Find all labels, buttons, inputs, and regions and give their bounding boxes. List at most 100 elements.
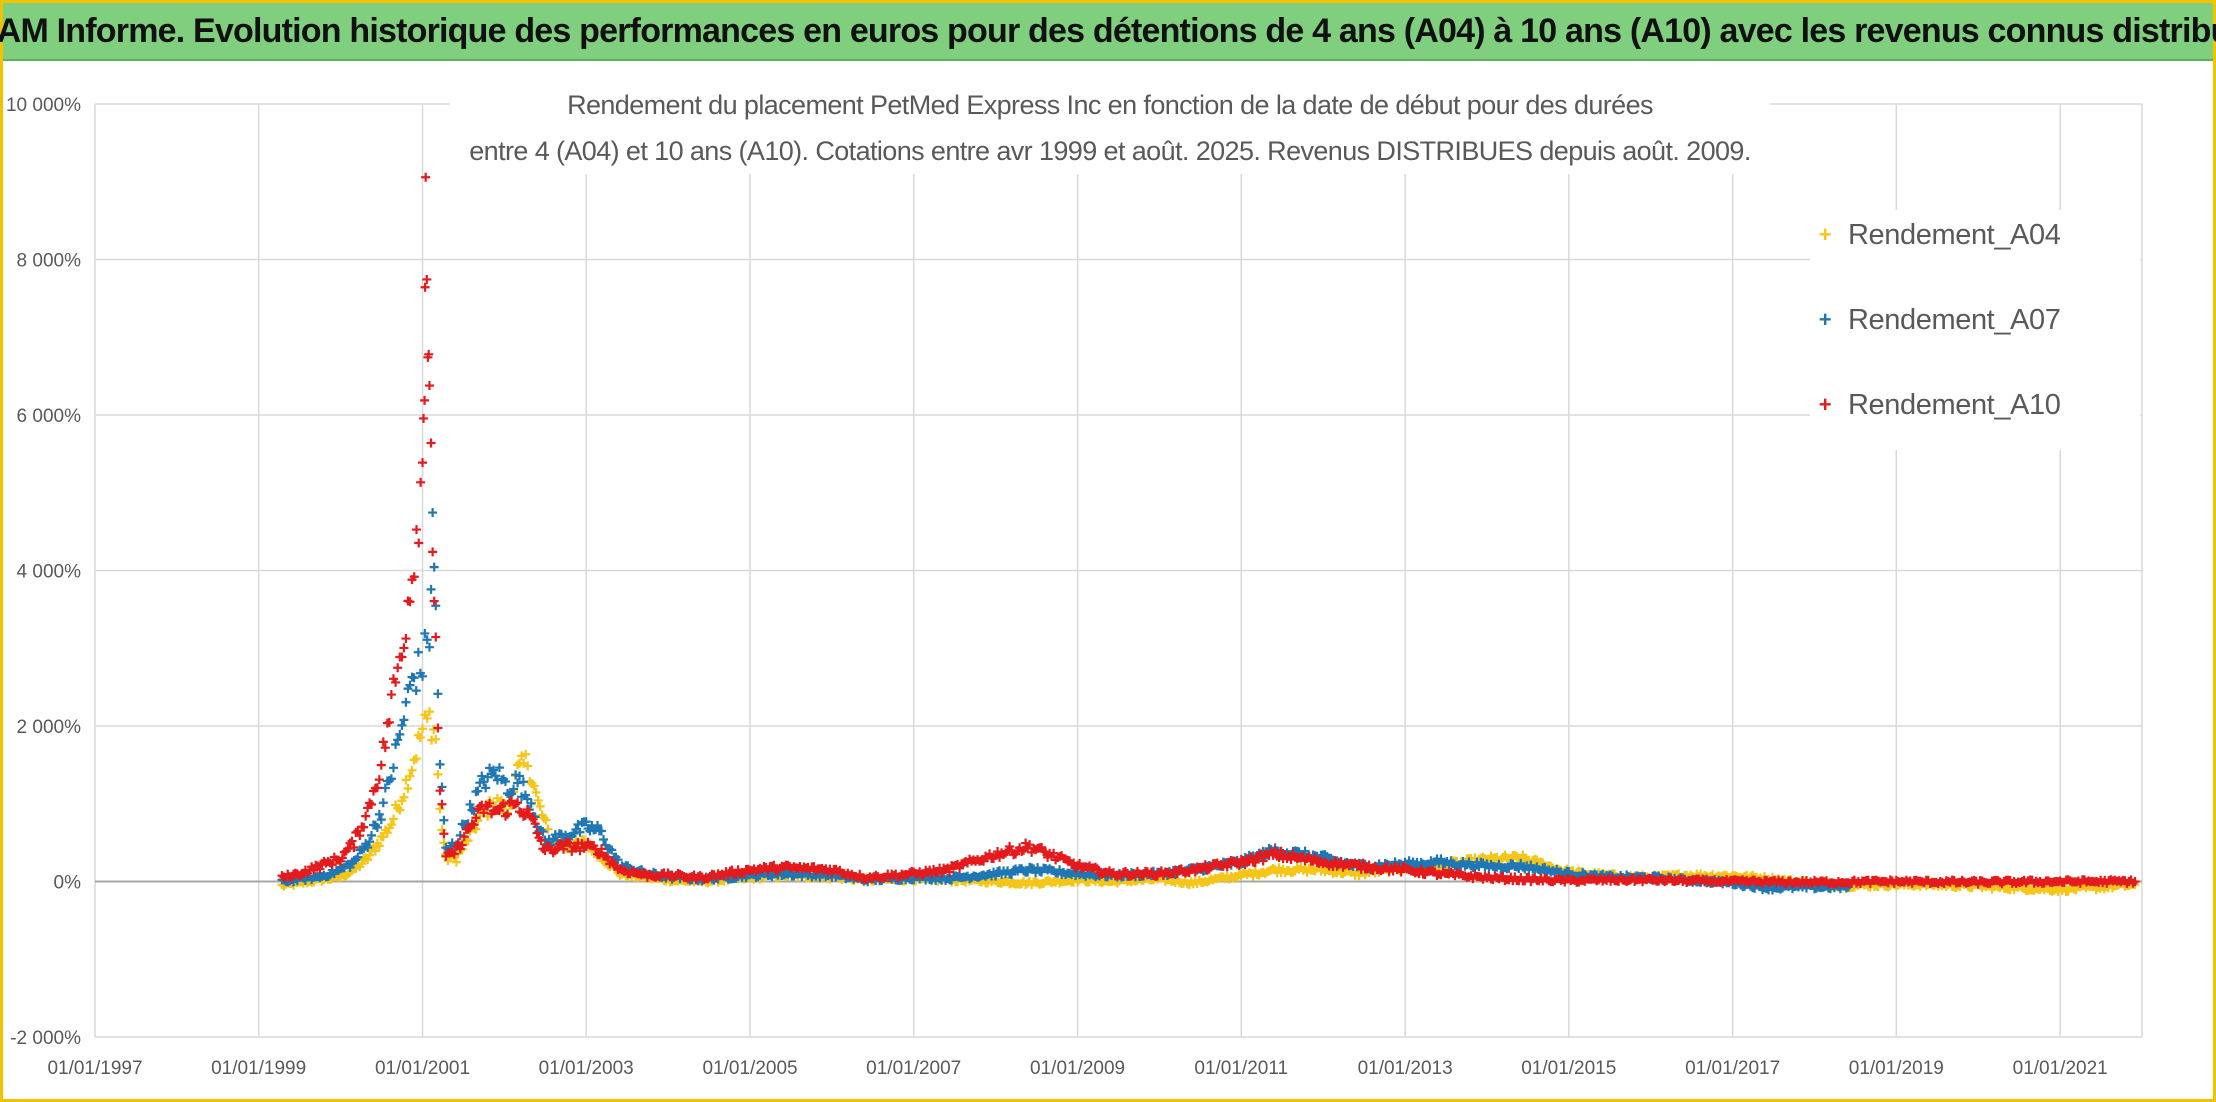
- chart-title-line-2: entre 4 (A04) et 10 ans (A10). Cotations…: [469, 136, 1751, 166]
- data-point: [405, 771, 415, 781]
- data-point: [380, 743, 390, 753]
- chart-title-line-1: Rendement du placement PetMed Express In…: [567, 90, 1653, 120]
- data-point: [403, 784, 413, 794]
- data-point: [424, 381, 434, 391]
- data-point: [521, 749, 531, 759]
- data-point: [426, 438, 436, 448]
- data-point: [420, 395, 430, 405]
- data-point: [386, 690, 396, 700]
- legend-marker-a07: +: [1818, 307, 1832, 332]
- data-point: [413, 647, 423, 657]
- y-tick-labels: -2 000% 0% 2 000% 4 000% 6 000% 8 000% 10 000%: [6, 95, 81, 1049]
- data-point: [428, 547, 438, 557]
- legend-item-a04: + Rendement_A04: [1810, 210, 2061, 260]
- x-tick-label: 01/01/2021: [2013, 1058, 2108, 1079]
- data-point: [384, 717, 394, 727]
- data-point: [378, 737, 388, 747]
- legend-item-a10: + Rendement_A10: [1810, 380, 2061, 430]
- data-point: [502, 809, 512, 819]
- data-point: [513, 778, 523, 788]
- data-point: [479, 777, 489, 787]
- data-point: [1093, 864, 1102, 874]
- data-point: [309, 866, 319, 876]
- x-tick-label: 01/01/2009: [1030, 1058, 1125, 1079]
- data-point: [415, 733, 425, 743]
- data-point: [416, 477, 426, 487]
- data-point: [421, 172, 431, 182]
- data-point: [386, 820, 396, 830]
- data-point: [494, 806, 504, 816]
- y-tick-label: 6 000%: [17, 406, 82, 427]
- data-point: [418, 458, 428, 468]
- data-point: [431, 601, 441, 611]
- data-point: [405, 680, 415, 690]
- data-point: [945, 867, 955, 877]
- legend-marker-a04: +: [1818, 222, 1832, 247]
- data-point: [374, 809, 384, 819]
- data-point: [365, 798, 375, 808]
- data-point: [433, 723, 443, 733]
- data-point: [477, 771, 487, 781]
- data-point: [363, 855, 373, 865]
- data-point: [1250, 858, 1260, 868]
- data-point: [363, 842, 373, 852]
- data-point: [599, 835, 609, 845]
- data-point: [411, 754, 421, 764]
- data-point: [428, 508, 438, 518]
- data-point: [558, 844, 568, 854]
- data-point: [535, 801, 545, 811]
- data-point: [543, 824, 553, 834]
- data-point: [424, 349, 434, 359]
- data-point: [529, 781, 539, 791]
- data-point: [355, 831, 365, 841]
- data-point: [433, 769, 443, 779]
- data-point: [439, 815, 449, 825]
- data-point: [494, 763, 504, 773]
- banner-title: ADAM Informe. Evolution historique des p…: [0, 3, 2216, 61]
- data-point: [769, 860, 779, 870]
- data-point: [420, 282, 430, 292]
- data-point: [538, 827, 548, 837]
- data-point: [419, 413, 429, 423]
- data-point: [315, 864, 325, 874]
- data-point: [596, 826, 606, 836]
- legend-marker-a10: +: [1818, 392, 1832, 417]
- data-point: [409, 572, 419, 582]
- data-point: [420, 628, 430, 638]
- data-point: [435, 804, 445, 814]
- data-point: [424, 642, 434, 652]
- x-tick-label: 01/01/2005: [703, 1058, 798, 1079]
- legend-label-a04: Rendement_A04: [1848, 218, 2061, 251]
- data-point: [337, 853, 347, 863]
- data-point: [451, 857, 461, 867]
- data-point: [1416, 864, 1426, 874]
- data-point: [399, 643, 409, 653]
- data-point: [473, 786, 483, 796]
- data-point: [536, 836, 546, 846]
- y-tick-label: 8 000%: [17, 251, 82, 272]
- data-point: [429, 562, 439, 572]
- data-point: [465, 799, 475, 809]
- data-point: [531, 787, 541, 797]
- data-point: [515, 771, 525, 781]
- data-point: [485, 798, 495, 808]
- data-point: [411, 686, 421, 696]
- data-point: [374, 775, 384, 785]
- data-point: [1258, 856, 1268, 866]
- data-point: [388, 763, 398, 773]
- data-point: [386, 774, 396, 784]
- data-point: [343, 844, 353, 854]
- data-point: [401, 697, 411, 707]
- chart-title: Rendement du placement PetMed Express In…: [450, 82, 1770, 174]
- data-point: [437, 799, 447, 809]
- data-point: [533, 795, 543, 805]
- data-point: [347, 836, 357, 846]
- y-tick-label: 0%: [54, 873, 82, 894]
- data-point: [376, 815, 386, 825]
- data-point: [391, 739, 401, 749]
- data-point: [399, 792, 409, 802]
- data-point: [405, 597, 415, 607]
- data-point: [349, 843, 359, 853]
- data-point: [407, 765, 417, 775]
